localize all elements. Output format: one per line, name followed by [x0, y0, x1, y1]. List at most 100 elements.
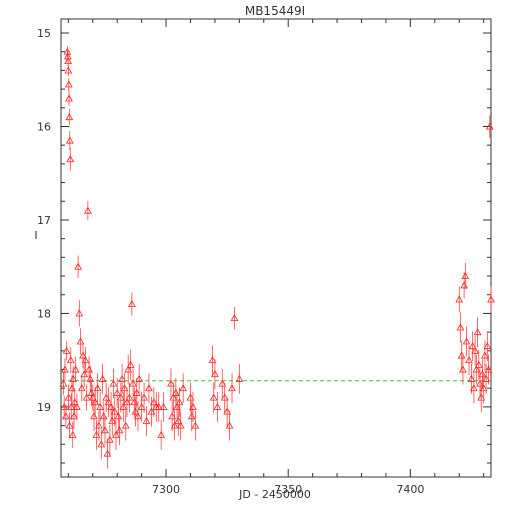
data-point-marker — [147, 407, 156, 415]
data-point-marker — [108, 416, 117, 424]
data-point-marker — [134, 412, 142, 420]
data-point-marker — [230, 314, 239, 322]
y-tick-label: 17 — [37, 214, 51, 227]
data-point-marker — [140, 393, 148, 401]
data-point-marker — [145, 384, 153, 392]
x-tick-label: 7300 — [152, 483, 180, 496]
data-point-marker — [98, 374, 107, 382]
data-point-marker — [456, 323, 465, 331]
data-point-marker — [455, 295, 464, 303]
chart-title: MB15449I — [245, 4, 305, 18]
data-point-marker — [132, 388, 141, 396]
data-points — [59, 46, 495, 469]
data-point-marker — [105, 435, 114, 443]
data-point-marker — [77, 384, 86, 392]
data-point-marker — [83, 206, 92, 214]
plot-frame — [60, 18, 492, 478]
data-point-marker — [465, 356, 473, 364]
data-point-marker — [65, 94, 73, 102]
data-point-marker — [154, 402, 163, 410]
data-point-marker — [116, 393, 125, 401]
data-point-marker — [167, 379, 175, 387]
data-point-marker — [69, 374, 78, 382]
data-point-marker — [186, 393, 195, 401]
data-point-marker — [157, 430, 166, 438]
data-point-marker — [483, 342, 492, 350]
data-point-marker — [225, 421, 234, 429]
data-point-marker — [209, 393, 218, 401]
data-point-marker — [71, 365, 80, 373]
data-point-marker — [118, 374, 126, 382]
plot-border — [60, 18, 492, 478]
data-point-marker — [80, 370, 89, 378]
y-axis-label: I — [34, 229, 37, 242]
data-point-marker — [119, 402, 128, 410]
data-point-marker — [70, 398, 79, 406]
data-point-marker — [62, 346, 71, 354]
data-point-marker — [75, 309, 84, 317]
data-point-marker — [159, 402, 168, 410]
data-point-marker — [149, 398, 158, 406]
data-point-marker — [62, 412, 70, 420]
data-point-marker — [94, 421, 103, 429]
data-point-marker — [74, 262, 82, 270]
data-point-marker — [482, 374, 490, 382]
data-point-marker — [462, 337, 471, 345]
data-point-marker — [120, 384, 129, 392]
y-tick-label: 19 — [37, 401, 51, 414]
data-point-marker — [73, 402, 81, 410]
data-point-marker — [64, 80, 73, 88]
data-point-marker — [70, 412, 78, 420]
data-point-marker — [223, 407, 232, 415]
data-point-marker — [65, 113, 74, 121]
data-point-marker — [228, 384, 236, 392]
data-point-marker — [472, 365, 481, 373]
data-point-marker — [461, 272, 470, 280]
data-point-marker — [176, 421, 185, 429]
data-point-marker — [124, 365, 133, 373]
data-point-marker — [123, 398, 131, 406]
data-point-marker — [101, 426, 109, 434]
data-point-marker — [125, 393, 134, 401]
data-point-marker — [459, 365, 467, 373]
data-point-marker — [487, 295, 495, 303]
data-point-marker — [82, 393, 91, 401]
data-point-marker — [110, 407, 119, 415]
data-point-marker — [96, 402, 104, 410]
y-tick-label: 18 — [37, 307, 51, 320]
data-point-marker — [68, 430, 77, 438]
data-point-marker — [64, 66, 73, 74]
data-point-marker — [208, 356, 217, 364]
data-point-marker — [67, 402, 76, 410]
data-point-marker — [102, 393, 111, 401]
data-point-marker — [64, 57, 72, 65]
data-point-marker — [81, 356, 90, 364]
data-point-marker — [66, 155, 75, 163]
data-point-marker — [142, 416, 151, 424]
data-point-marker — [91, 398, 100, 406]
data-point-marker — [126, 360, 135, 368]
data-point-marker — [135, 374, 144, 382]
data-point-marker — [218, 379, 227, 387]
data-point-marker — [115, 426, 124, 434]
data-point-marker — [131, 407, 140, 415]
y-tick-label: 15 — [37, 27, 51, 40]
data-point-marker — [471, 346, 479, 354]
data-point-marker — [467, 374, 476, 382]
data-point-marker — [473, 328, 482, 336]
data-point-marker — [477, 393, 486, 401]
data-point-marker — [121, 421, 130, 429]
data-point-marker — [174, 416, 183, 424]
data-point-marker — [213, 402, 222, 410]
data-point-marker — [481, 351, 489, 359]
data-point-marker — [66, 356, 75, 364]
x-tick-label: 7400 — [396, 483, 424, 496]
data-point-marker — [127, 300, 136, 308]
data-point-marker — [191, 421, 200, 429]
data-point-marker — [88, 393, 97, 401]
data-point-marker — [65, 421, 74, 429]
data-point-marker — [86, 374, 95, 382]
data-point-marker — [92, 430, 101, 438]
data-point-marker — [189, 402, 197, 410]
